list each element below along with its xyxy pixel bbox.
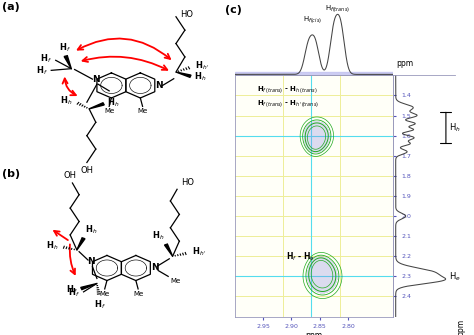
Text: H$_{h'}$: H$_{h'}$ bbox=[195, 60, 210, 72]
Text: H$_{f\,(trans)}$ - H$_{h\,(trans)}$: H$_{f\,(trans)}$ - H$_{h\,(trans)}$ bbox=[257, 84, 318, 95]
Text: H$_f$ - H$_e$: H$_f$ - H$_e$ bbox=[286, 250, 314, 263]
Text: N: N bbox=[92, 75, 100, 84]
FancyArrowPatch shape bbox=[54, 231, 68, 240]
Text: H$_h$: H$_h$ bbox=[85, 223, 97, 236]
FancyArrowPatch shape bbox=[63, 78, 76, 95]
Text: H$_{f(cis)}$: H$_{f(cis)}$ bbox=[303, 14, 322, 25]
Text: H$_{f\,(trans)}$ - H$_{h'\,(trans)}$: H$_{f\,(trans)}$ - H$_{h'\,(trans)}$ bbox=[257, 98, 319, 109]
Text: HO: HO bbox=[181, 10, 193, 19]
Text: H$_f$: H$_f$ bbox=[36, 64, 48, 77]
Text: (b): (b) bbox=[2, 169, 20, 179]
Text: H$_{h'}$: H$_{h'}$ bbox=[191, 245, 206, 258]
Polygon shape bbox=[64, 56, 71, 69]
Polygon shape bbox=[77, 238, 85, 250]
Text: (c): (c) bbox=[225, 5, 242, 15]
X-axis label: ppm: ppm bbox=[305, 331, 323, 335]
FancyArrowPatch shape bbox=[70, 245, 75, 274]
Text: N: N bbox=[155, 81, 163, 90]
Text: HO: HO bbox=[182, 178, 194, 187]
Text: H$_f$: H$_f$ bbox=[94, 298, 106, 311]
Text: Me: Me bbox=[133, 291, 143, 296]
Text: (a): (a) bbox=[2, 2, 20, 12]
Text: Me: Me bbox=[104, 108, 114, 114]
Text: H$_h$: H$_h$ bbox=[60, 94, 73, 107]
FancyArrowPatch shape bbox=[78, 39, 170, 59]
FancyArrowPatch shape bbox=[82, 57, 167, 70]
Text: OH: OH bbox=[64, 172, 77, 181]
Text: Me: Me bbox=[100, 291, 110, 296]
Polygon shape bbox=[81, 283, 97, 289]
Text: Me: Me bbox=[171, 278, 181, 284]
Text: ppm: ppm bbox=[456, 319, 465, 335]
Polygon shape bbox=[176, 72, 191, 77]
Bar bbox=[235, 72, 393, 75]
Text: H$_e$: H$_e$ bbox=[449, 270, 460, 283]
Text: N: N bbox=[151, 264, 159, 272]
Polygon shape bbox=[164, 244, 173, 256]
Text: H$_f$: H$_f$ bbox=[68, 286, 80, 299]
Text: H$_h$: H$_h$ bbox=[107, 97, 119, 109]
Text: H$_f$: H$_f$ bbox=[59, 41, 71, 54]
Text: OH: OH bbox=[81, 166, 93, 175]
Polygon shape bbox=[89, 103, 104, 109]
Text: Me: Me bbox=[137, 108, 148, 114]
Text: H$_f$: H$_f$ bbox=[66, 283, 78, 295]
Text: N: N bbox=[88, 257, 95, 266]
Text: H$_f$: H$_f$ bbox=[40, 52, 52, 65]
Text: ppm: ppm bbox=[397, 59, 414, 68]
Text: H$_{f(trans)}$: H$_{f(trans)}$ bbox=[325, 3, 350, 14]
Text: H$_h$: H$_h$ bbox=[449, 121, 460, 134]
Text: H$_h$: H$_h$ bbox=[194, 71, 206, 83]
Text: H$_h$: H$_h$ bbox=[153, 229, 165, 242]
Text: H$_h$: H$_h$ bbox=[46, 240, 58, 252]
